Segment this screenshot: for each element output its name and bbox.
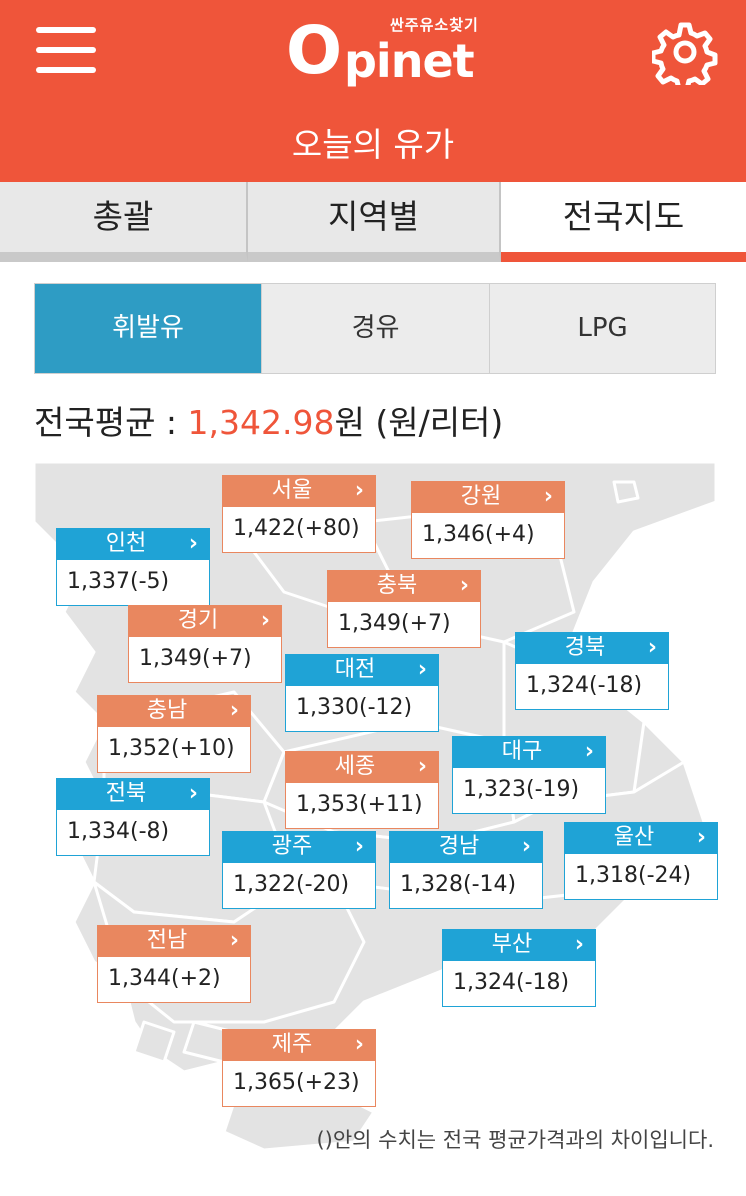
fuel-gasoline-button[interactable]: 휘발유	[35, 284, 261, 373]
region-price: 1,365(+23)	[222, 1061, 376, 1107]
chevron-right-icon: ›	[188, 781, 198, 806]
region-incheon[interactable]: 인천 › 1,337(-5)	[56, 528, 210, 606]
region-price: 1,352(+10)	[97, 727, 251, 773]
region-name: 전남	[97, 925, 251, 957]
chevron-right-icon: ›	[521, 834, 531, 859]
logo-tagline: 싼주유소찾기	[390, 16, 479, 34]
region-daejeon[interactable]: 대전 › 1,330(-12)	[285, 654, 439, 732]
region-gyeonggi[interactable]: 경기 › 1,349(+7)	[128, 605, 282, 683]
region-name: 대전	[285, 654, 439, 686]
average-label: 전국평균 :	[34, 403, 188, 442]
national-average: 전국평균 : 1,342.98원 (원/리터)	[34, 396, 503, 444]
region-name: 제주	[222, 1029, 376, 1061]
main-tabs: 총괄 지역별 전국지도	[0, 182, 746, 262]
region-price: 1,328(-14)	[389, 863, 543, 909]
region-name: 대구	[452, 736, 606, 768]
chevron-right-icon: ›	[696, 825, 706, 850]
chevron-right-icon: ›	[260, 608, 270, 633]
region-name: 전북	[56, 778, 210, 810]
chevron-right-icon: ›	[417, 657, 427, 682]
tab-by-region[interactable]: 지역별	[248, 182, 501, 262]
region-jeonbuk[interactable]: 전북 › 1,334(-8)	[56, 778, 210, 856]
region-price: 1,324(-18)	[442, 961, 596, 1007]
region-seoul[interactable]: 서울 › 1,422(+80)	[222, 475, 376, 553]
region-price: 1,324(-18)	[515, 664, 669, 710]
chevron-right-icon: ›	[354, 478, 364, 503]
region-name: 인천	[56, 528, 210, 560]
chevron-right-icon: ›	[354, 1032, 364, 1057]
region-jeonnam[interactable]: 전남 › 1,344(+2)	[97, 925, 251, 1003]
average-unit: 원 (원/리터)	[334, 403, 504, 442]
region-price: 1,346(+4)	[411, 513, 565, 559]
region-ulsan[interactable]: 울산 › 1,318(-24)	[564, 822, 718, 900]
region-name: 광주	[222, 831, 376, 863]
fuel-type-selector: 휘발유 경유 LPG	[34, 283, 716, 374]
region-price: 1,344(+2)	[97, 957, 251, 1003]
chevron-right-icon: ›	[354, 834, 364, 859]
chevron-right-icon: ›	[543, 484, 553, 509]
tab-national-map[interactable]: 전국지도	[501, 182, 746, 262]
region-name: 경기	[128, 605, 282, 637]
region-gyeongbuk[interactable]: 경북 › 1,324(-18)	[515, 632, 669, 710]
region-busan[interactable]: 부산 › 1,324(-18)	[442, 929, 596, 1007]
region-name: 세종	[285, 751, 439, 783]
page-title: 오늘의 유가	[291, 125, 455, 164]
logo-text: pinet	[344, 34, 475, 88]
app-header: 싼주유소찾기 O pinet 오늘의 유가	[0, 0, 746, 182]
chevron-right-icon: ›	[647, 635, 657, 660]
settings-gear-icon[interactable]	[650, 19, 718, 92]
chevron-right-icon: ›	[459, 573, 469, 598]
region-price: 1,323(-19)	[452, 768, 606, 814]
region-sejong[interactable]: 세종 › 1,353(+11)	[285, 751, 439, 829]
region-name: 충남	[97, 695, 251, 727]
region-name: 울산	[564, 822, 718, 854]
region-name: 서울	[222, 475, 376, 507]
region-chungnam[interactable]: 충남 › 1,352(+10)	[97, 695, 251, 773]
logo-letter-o: O	[286, 12, 343, 89]
region-daegu[interactable]: 대구 › 1,323(-19)	[452, 736, 606, 814]
fuel-lpg-button[interactable]: LPG	[489, 284, 715, 373]
chevron-right-icon: ›	[188, 531, 198, 556]
region-price: 1,334(-8)	[56, 810, 210, 856]
hamburger-menu-icon[interactable]	[36, 27, 96, 73]
region-name: 충북	[327, 570, 481, 602]
region-gwangju[interactable]: 광주 › 1,322(-20)	[222, 831, 376, 909]
region-price: 1,337(-5)	[56, 560, 210, 606]
region-price: 1,349(+7)	[327, 602, 481, 648]
region-jeju[interactable]: 제주 › 1,365(+23)	[222, 1029, 376, 1107]
tab-summary[interactable]: 총괄	[0, 182, 248, 262]
region-price: 1,349(+7)	[128, 637, 282, 683]
chevron-right-icon: ›	[417, 754, 427, 779]
region-name: 경북	[515, 632, 669, 664]
chevron-right-icon: ›	[574, 932, 584, 957]
region-price: 1,322(-20)	[222, 863, 376, 909]
region-price: 1,318(-24)	[564, 854, 718, 900]
region-name: 강원	[411, 481, 565, 513]
region-gangwon[interactable]: 강원 › 1,346(+4)	[411, 481, 565, 559]
region-gyeongnam[interactable]: 경남 › 1,328(-14)	[389, 831, 543, 909]
region-name: 부산	[442, 929, 596, 961]
average-value: 1,342.98	[187, 403, 335, 442]
chevron-right-icon: ›	[229, 698, 239, 723]
chevron-right-icon: ›	[229, 928, 239, 953]
region-chungbuk[interactable]: 충북 › 1,349(+7)	[327, 570, 481, 648]
chevron-right-icon: ›	[584, 739, 594, 764]
opinet-logo: 싼주유소찾기 O pinet	[286, 12, 478, 89]
region-price: 1,330(-12)	[285, 686, 439, 732]
region-name: 경남	[389, 831, 543, 863]
region-price: 1,422(+80)	[222, 507, 376, 553]
region-price: 1,353(+11)	[285, 783, 439, 829]
fuel-diesel-button[interactable]: 경유	[261, 284, 489, 373]
footnote: ()안의 수치는 전국 평균가격과의 차이입니다.	[316, 1128, 714, 1152]
